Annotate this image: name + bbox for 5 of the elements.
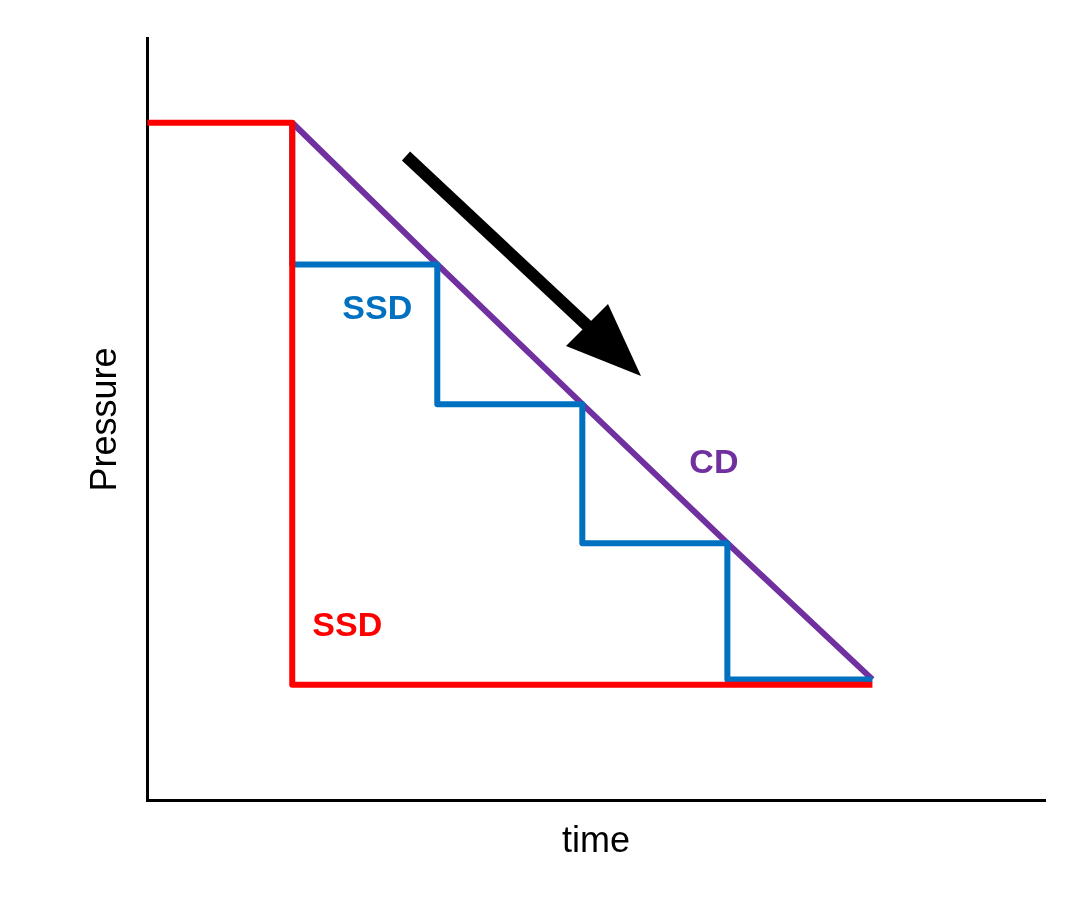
series-label: SSD [312,605,383,644]
series-label: CD [689,441,739,480]
series-label: SSD [342,287,413,326]
x-axis-title: time [562,819,631,861]
y-axis-title: Pressure [82,347,124,492]
